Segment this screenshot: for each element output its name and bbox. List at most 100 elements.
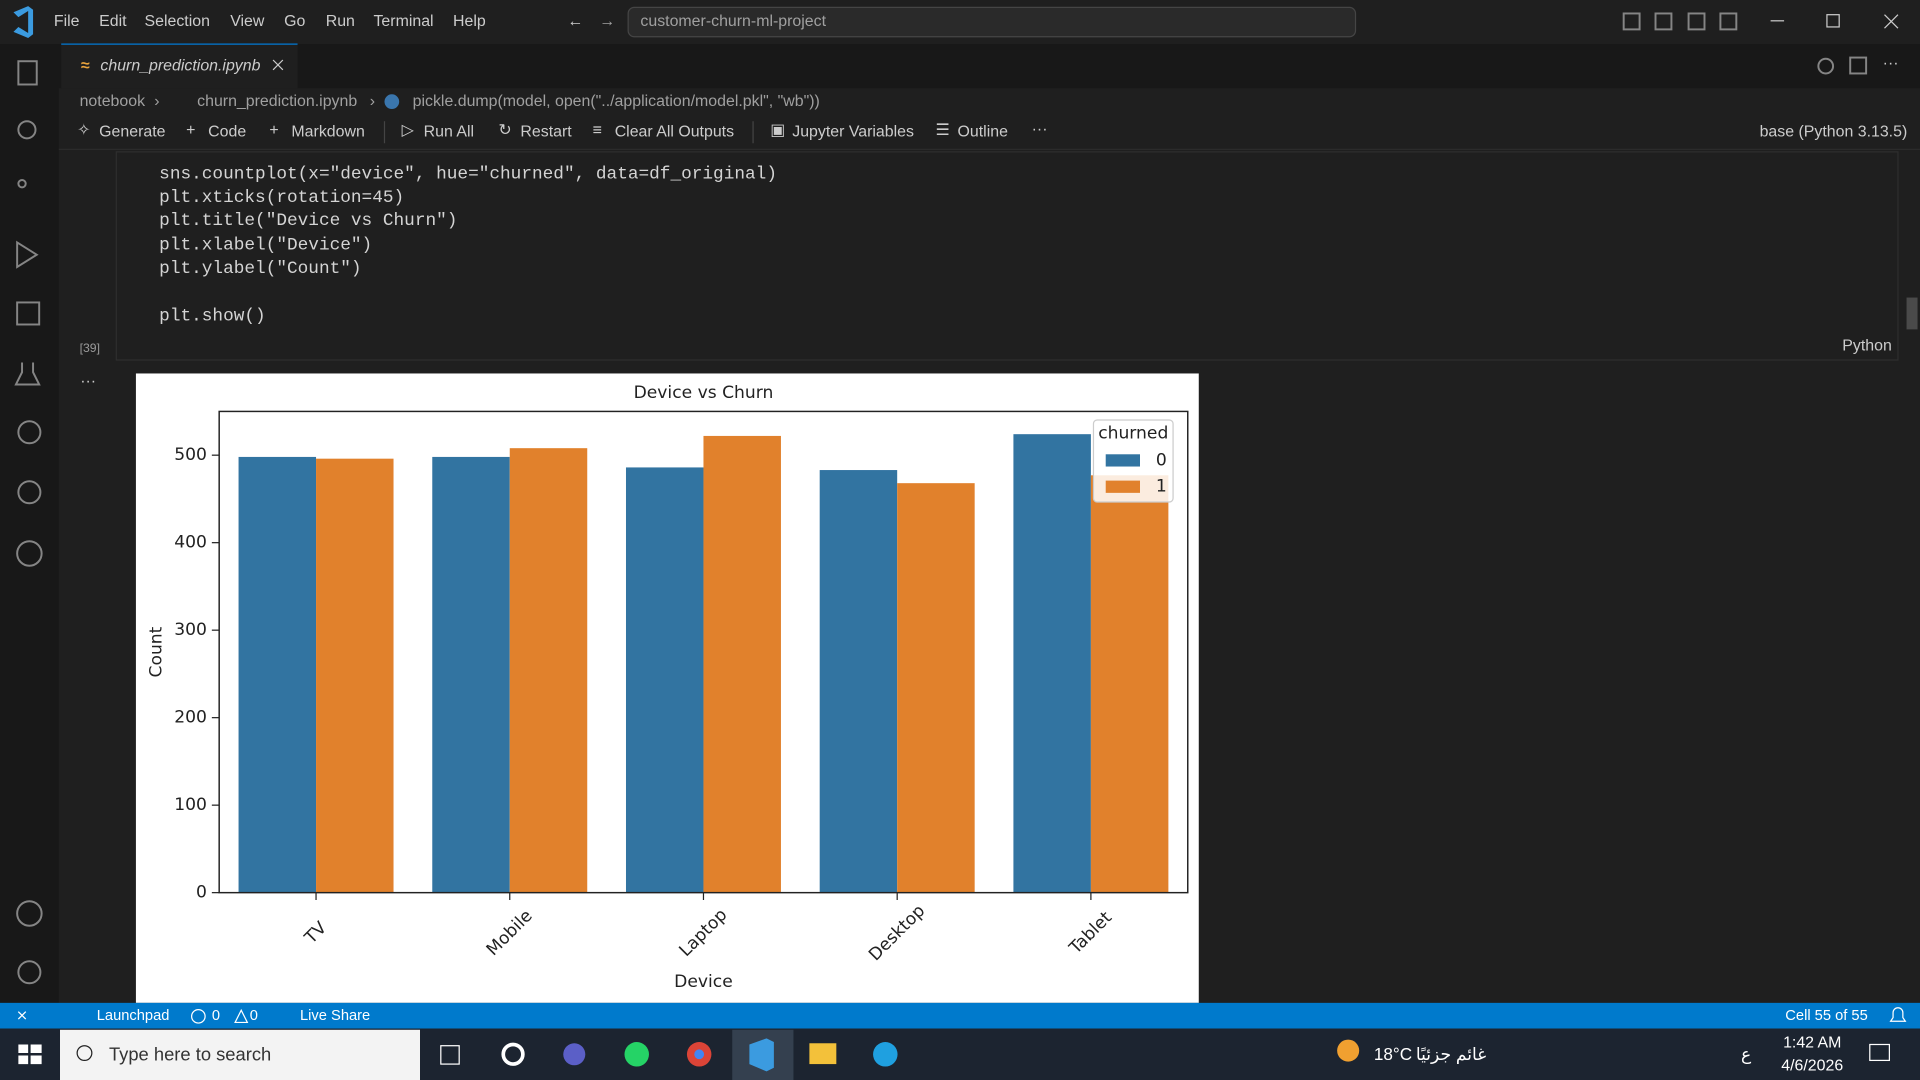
taskbar-search-text: Type here to search (109, 1043, 271, 1064)
bar (316, 458, 394, 893)
toolbar-button[interactable]: Code (208, 123, 246, 140)
testing-icon[interactable] (14, 362, 41, 386)
toolbar-button[interactable]: Generate (99, 123, 165, 140)
toolbar-icon: ✧ (77, 122, 90, 139)
input-language[interactable]: ع (1741, 1044, 1752, 1065)
close[interactable] (1884, 14, 1899, 29)
bar (625, 467, 704, 893)
clock-date[interactable]: 4/6/2026 (1781, 1058, 1843, 1075)
whatsapp-app[interactable] (624, 1042, 649, 1067)
cell-language[interactable]: Python (1842, 338, 1892, 355)
notebook-toolbar: ✧ Generate + Code + Markdown ▷ Run All ↻ Restart ≡… (77, 121, 1009, 144)
breadcrumb-separator: › (154, 93, 159, 110)
account-icon[interactable] (16, 900, 43, 927)
tab-close[interactable] (272, 59, 284, 71)
code-line: plt.xticks(rotation=45) (159, 188, 404, 208)
y-tick-label: 0 (196, 883, 207, 903)
toolbar-icon: + (186, 122, 195, 139)
code-line: plt.xlabel("Device") (159, 236, 372, 256)
code-line: plt.show() (159, 307, 266, 327)
weather-text: غائم جزئيًا (1416, 1044, 1486, 1065)
more[interactable]: ··· (1883, 55, 1899, 72)
toolbar-button[interactable]: Run All (424, 123, 474, 140)
chart-title: Device vs Churn (634, 383, 774, 403)
toolbar-button[interactable]: Jupyter Variables (792, 123, 914, 140)
toolbar-more[interactable]: ··· (1032, 121, 1048, 138)
layout-icon[interactable] (1654, 12, 1673, 31)
scrollbar[interactable] (1906, 297, 1918, 330)
notifications[interactable] (1889, 1007, 1907, 1022)
code-line: plt.ylabel("Count") (159, 259, 361, 279)
window-controls (1622, 12, 1899, 31)
split-icon[interactable] (1849, 56, 1868, 75)
output-menu[interactable]: ··· (80, 373, 96, 390)
clock-time[interactable]: 1:42 AM (1783, 1034, 1841, 1051)
temperature: 18°C (1374, 1044, 1412, 1064)
explorer-icon[interactable] (17, 60, 38, 86)
launchpad[interactable]: Launchpad (97, 1008, 170, 1024)
menu-item[interactable]: View (230, 13, 265, 30)
settings-app[interactable] (501, 1042, 525, 1066)
error-count[interactable]: 0 (212, 1008, 220, 1024)
settings-icon[interactable] (1817, 57, 1835, 75)
teams-app[interactable] (563, 1043, 586, 1066)
bar (509, 448, 588, 893)
layout-icon[interactable] (1687, 12, 1706, 31)
menu-item[interactable]: Run (326, 13, 355, 30)
extensions-icon[interactable] (16, 301, 41, 326)
menu-item[interactable]: Terminal (373, 13, 433, 30)
action-center[interactable] (1869, 1043, 1890, 1062)
toolbar-icon: ≡ (593, 122, 602, 139)
live-share-icon[interactable] (17, 480, 42, 505)
error-icon (191, 1008, 206, 1024)
remote-icon[interactable] (17, 420, 42, 445)
code-cell[interactable] (115, 151, 1899, 361)
cell-position[interactable]: Cell 55 of 55 (1785, 1008, 1867, 1024)
toolbar-button[interactable]: Clear All Outputs (615, 123, 734, 140)
breadcrumb[interactable]: notebook (80, 93, 145, 110)
taskbar-search[interactable] (60, 1029, 420, 1080)
execution-count: [39] (80, 341, 100, 355)
layout-icon[interactable] (1719, 12, 1738, 31)
explorer-app[interactable] (809, 1043, 837, 1065)
breadcrumb[interactable]: churn_prediction.ipynb (197, 93, 357, 110)
layout-icon[interactable] (1622, 12, 1641, 31)
live-share[interactable]: Live Share (300, 1008, 370, 1024)
nav-back[interactable]: ← (568, 13, 584, 30)
breadcrumb[interactable]: pickle.dump(model, open("../application/… (413, 93, 820, 110)
start-button[interactable] (18, 1044, 42, 1065)
toolbar-button[interactable]: Markdown (291, 123, 364, 140)
remote-indicator[interactable]: ⨯ (16, 1008, 28, 1024)
plot-frame (218, 410, 1189, 894)
bar (1013, 434, 1091, 893)
tab[interactable] (61, 44, 298, 89)
menu-item[interactable]: File (54, 13, 80, 30)
taskbar-apps (440, 1029, 898, 1080)
bar (1090, 475, 1169, 893)
bar (703, 435, 781, 893)
task-view[interactable] (440, 1045, 460, 1065)
settings-icon[interactable] (17, 960, 42, 985)
toolbar-button[interactable]: Outline (958, 123, 1009, 140)
menu-item[interactable]: Help (453, 13, 486, 30)
command-center-text: customer-churn-ml-project (640, 13, 826, 30)
bar (238, 456, 317, 893)
menu-item[interactable]: Edit (99, 13, 127, 30)
restore[interactable] (1826, 14, 1840, 28)
toolbar-button[interactable]: Restart (520, 123, 572, 140)
search-glyph (76, 1045, 93, 1062)
command-center[interactable] (627, 6, 1357, 38)
scm-icon[interactable] (17, 179, 27, 189)
toolbar-icon: + (269, 122, 278, 139)
edge-app[interactable] (873, 1042, 898, 1067)
menu-item[interactable]: Selection (144, 13, 209, 30)
search-icon[interactable] (17, 120, 37, 140)
run-icon[interactable] (16, 240, 39, 269)
warning-count[interactable]: 0 (250, 1008, 258, 1024)
nav-forward[interactable]: → (599, 13, 615, 30)
git-icon[interactable] (16, 540, 43, 567)
menu-item[interactable]: Go (284, 13, 305, 30)
kernel-picker[interactable]: base (Python 3.13.5) (1760, 123, 1908, 140)
